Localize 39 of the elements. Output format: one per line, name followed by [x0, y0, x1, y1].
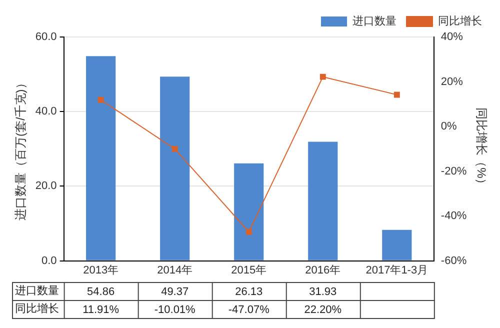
y2-tick-label: -40% — [440, 210, 467, 222]
data-label: 26.13 — [235, 286, 263, 298]
y2-tick-label: -20% — [440, 165, 467, 178]
x-tick-label: 2013年 — [83, 264, 119, 276]
point — [246, 228, 252, 235]
point — [394, 92, 400, 98]
data-label: 54.86 — [87, 286, 115, 298]
bar — [382, 230, 412, 260]
y2-tick-label: -60% — [440, 254, 467, 267]
point — [320, 74, 326, 80]
x-tick-label: 2017年1-3月 — [366, 264, 428, 276]
y2-tick-label: 20% — [440, 76, 464, 88]
data-label: -10.01% — [154, 304, 196, 316]
data-label: 49.37 — [161, 286, 189, 298]
y2-tick-label: 40% — [440, 31, 464, 44]
legend-label: 同比增长 — [438, 14, 482, 28]
data-label: -47.07% — [228, 304, 270, 316]
x-tick-label: 2014年 — [157, 264, 193, 276]
data-label: 31.93 — [309, 286, 337, 298]
text: 进口数量 — [15, 285, 59, 298]
y2-tick-label: 0% — [440, 120, 458, 133]
y-tick-label: 60.0 — [35, 31, 57, 44]
legend-label: 进口数量 — [352, 14, 396, 28]
bar — [234, 163, 264, 260]
y2-axis-title: 同比增长（%） — [474, 108, 488, 190]
y-axis-title: 进口数量（百万(套/千克)） — [14, 77, 28, 221]
text: 同比增长 — [15, 303, 59, 316]
y-tick-label: 40.0 — [35, 106, 57, 118]
bar — [160, 76, 190, 260]
point — [98, 96, 104, 103]
x-tick-label: 2016年 — [305, 264, 341, 276]
data-label: 22.20% — [304, 304, 342, 316]
y-tick-label: 20.0 — [35, 180, 57, 192]
point — [172, 146, 178, 152]
data-label: 11.91% — [82, 304, 120, 316]
x-tick-label: 2015年 — [231, 264, 267, 276]
bar — [86, 56, 116, 260]
bar — [308, 142, 338, 260]
y-tick-label: 0.0 — [42, 254, 57, 267]
